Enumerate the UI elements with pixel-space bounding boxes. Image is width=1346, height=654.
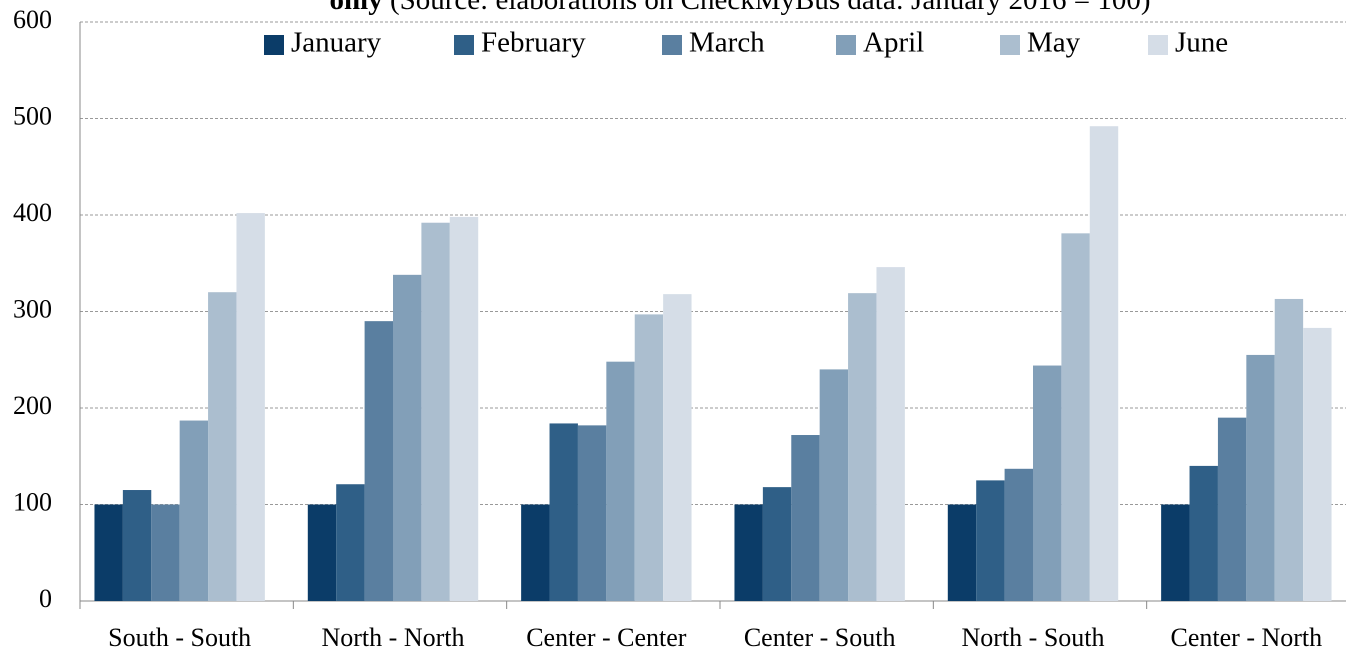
bar xyxy=(1303,327,1332,601)
bar xyxy=(1161,504,1190,601)
bar xyxy=(947,504,977,601)
bar xyxy=(307,504,337,601)
legend-label: January xyxy=(291,27,382,59)
bar xyxy=(634,314,664,601)
bar xyxy=(1189,465,1218,601)
x-tick-label: North - South xyxy=(962,623,1105,652)
legend-label: March xyxy=(689,27,765,59)
bar xyxy=(976,480,1005,601)
y-tick-label: 400 xyxy=(13,198,52,227)
legend-swatch xyxy=(1148,35,1168,55)
bar xyxy=(663,294,692,601)
legend-swatch xyxy=(662,35,682,55)
bar xyxy=(1061,233,1090,601)
y-tick-label: 200 xyxy=(13,391,52,420)
chart-title: only (Source: elaborations on CheckMyBus… xyxy=(330,0,1151,16)
bar xyxy=(848,293,877,601)
bar xyxy=(393,274,422,601)
bar xyxy=(1089,126,1119,601)
bar xyxy=(1246,354,1275,601)
y-tick-label: 0 xyxy=(39,584,52,613)
legend-label: May xyxy=(1027,27,1081,59)
bar xyxy=(791,435,820,601)
x-tick-label: South - South xyxy=(108,623,251,652)
bar xyxy=(734,504,763,601)
x-tick-label: North - North xyxy=(322,623,465,652)
title-bold: only xyxy=(330,0,384,16)
bar xyxy=(208,292,237,601)
bar xyxy=(1033,365,1062,601)
legend-label: April xyxy=(863,27,924,59)
y-tick-label: 300 xyxy=(13,294,52,323)
title-source: (Source: elaborations on CheckMyBus data… xyxy=(390,0,1151,16)
bar xyxy=(549,423,578,601)
bar xyxy=(122,490,152,601)
y-tick-label: 500 xyxy=(13,101,52,130)
x-tick-label: Center - Center xyxy=(526,623,687,652)
legend-swatch xyxy=(454,35,474,55)
bar xyxy=(179,420,209,601)
bar xyxy=(521,504,550,601)
bar xyxy=(819,369,849,601)
y-tick-label: 100 xyxy=(13,487,52,516)
legend-swatch xyxy=(1000,35,1020,55)
bar xyxy=(364,321,393,601)
legend-label: February xyxy=(481,27,586,59)
bar xyxy=(577,425,607,601)
bar xyxy=(421,222,450,601)
bar xyxy=(876,267,905,601)
bar xyxy=(151,504,180,601)
bar xyxy=(1004,468,1033,601)
bar xyxy=(236,213,265,601)
bar xyxy=(94,504,123,601)
bar xyxy=(762,487,792,601)
y-tick-label: 600 xyxy=(13,5,52,34)
x-tick-label: Center - South xyxy=(744,623,896,652)
legend-swatch xyxy=(836,35,856,55)
bar xyxy=(336,484,365,601)
bar xyxy=(449,216,479,601)
legend-label: June xyxy=(1175,27,1228,59)
legend-swatch xyxy=(264,35,284,55)
x-tick-label: Center - North xyxy=(1171,623,1323,652)
bar xyxy=(1217,417,1247,601)
bar xyxy=(1274,298,1304,601)
bar xyxy=(606,361,635,601)
